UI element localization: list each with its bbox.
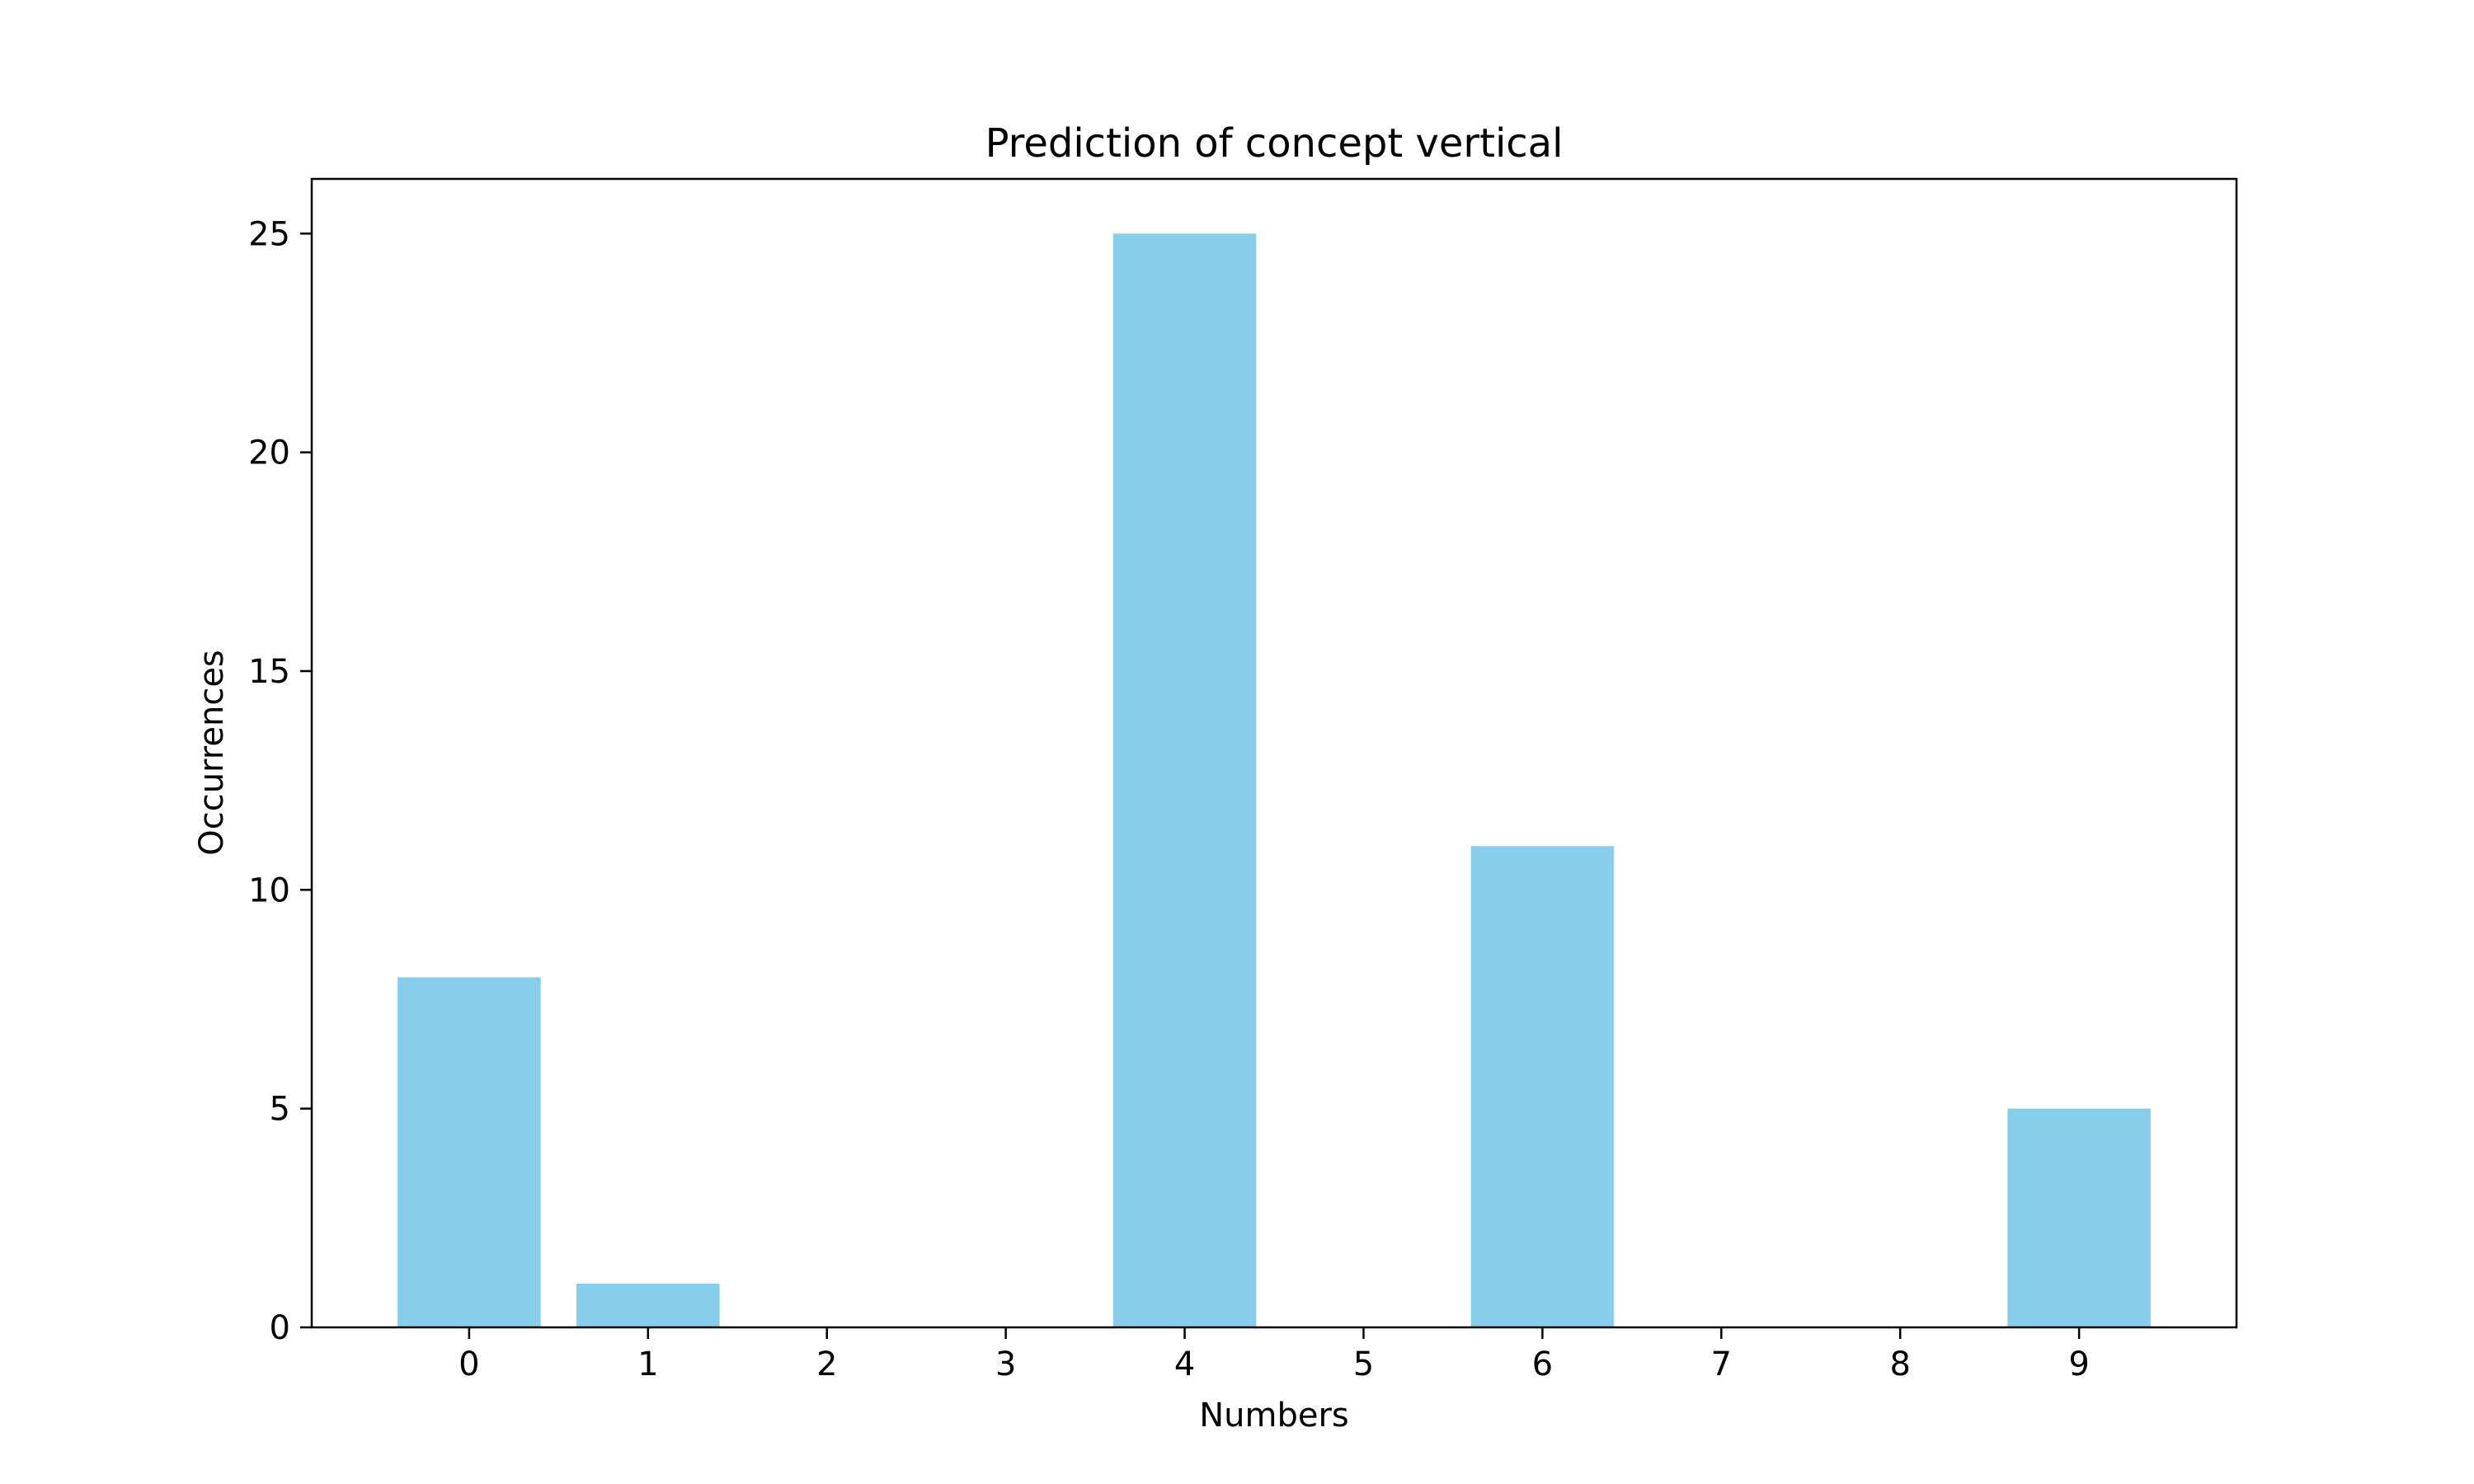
x-tick-label: 4 <box>1174 1345 1195 1383</box>
bars-group <box>397 233 2151 1327</box>
y-tick-label: 10 <box>248 871 290 909</box>
chart-title: Prediction of concept vertical <box>985 120 1564 167</box>
x-tick-label: 3 <box>995 1345 1016 1383</box>
y-tick-label: 5 <box>270 1091 290 1129</box>
x-axis: 0 1 2 3 4 5 6 7 8 9 <box>459 1327 2090 1383</box>
y-axis: 0 5 10 15 20 25 <box>248 215 312 1347</box>
y-tick-label: 20 <box>248 434 290 472</box>
y-tick-label: 25 <box>248 215 290 253</box>
bar-9 <box>2007 1108 2151 1327</box>
x-tick-label: 0 <box>459 1345 479 1383</box>
x-tick-label: 6 <box>1532 1345 1553 1383</box>
x-tick-label: 1 <box>637 1345 658 1383</box>
x-tick-label: 2 <box>816 1345 837 1383</box>
x-axis-label: Numbers <box>1199 1397 1349 1435</box>
y-tick-label: 15 <box>248 653 290 691</box>
y-axis-label: Occurrences <box>193 650 231 856</box>
bar-4 <box>1112 233 1257 1327</box>
plot-frame <box>310 177 2238 1329</box>
x-tick-label: 5 <box>1353 1345 1374 1383</box>
bar-6 <box>1470 846 1615 1327</box>
x-tick-label: 8 <box>1889 1345 1910 1383</box>
x-tick-label: 9 <box>2068 1345 2089 1383</box>
bar-0 <box>397 977 541 1327</box>
x-tick-label: 7 <box>1711 1345 1732 1383</box>
bar-1 <box>576 1283 720 1327</box>
y-tick-label: 0 <box>270 1309 290 1347</box>
